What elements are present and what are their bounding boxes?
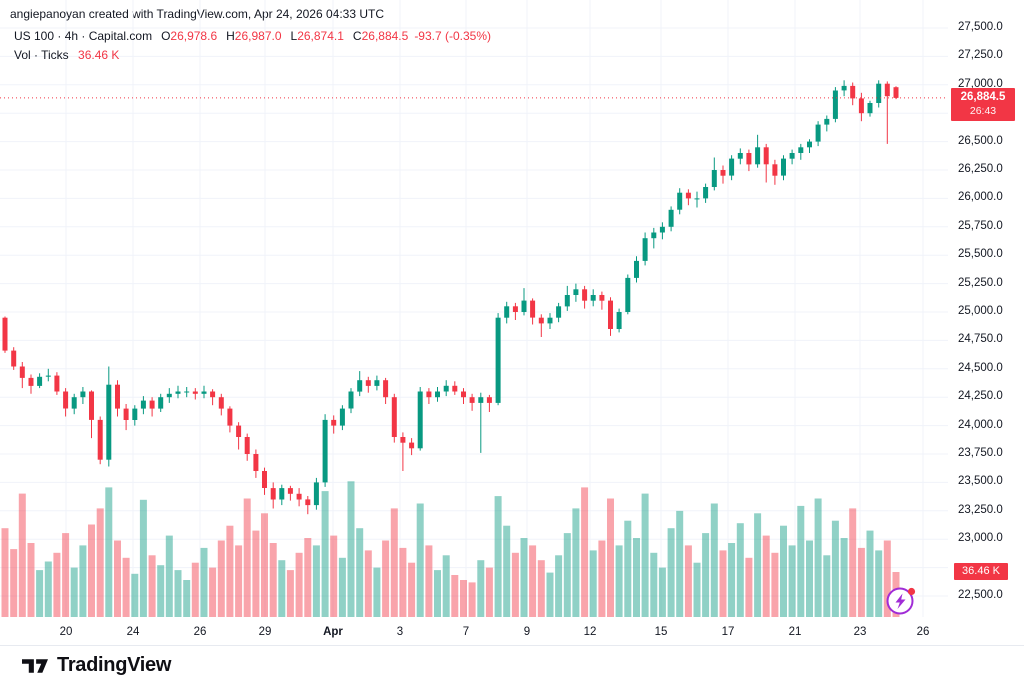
time-axis-label: 23 [853,626,867,638]
legend-row-volume: Vol · Ticks 36.46 K [14,46,491,65]
time-axis-label: 12 [583,626,597,638]
attribution-text: angiepanoyan created with TradingView.co… [10,7,385,21]
price-tick-label: 24,000.0 [958,418,1003,431]
volume-value-label: 36.46 K [954,563,1008,580]
high-value: 26,987.0 [234,29,282,43]
price-tick-label: 23,750.0 [958,447,1003,459]
high-label: H [226,29,235,43]
price-tick-label: 26,250.0 [958,163,1003,175]
tradingview-logo: TradingView [22,654,171,677]
price-tick-label: 26,500.0 [958,134,1003,147]
time-axis-label: 26 [916,626,930,638]
time-axis-label: 21 [788,626,802,638]
price-tick-label: 24,750.0 [958,333,1003,346]
price-tick-label: 26,000.0 [958,191,1003,204]
time-axis-label: 29 [258,626,272,638]
price-tick-label: 25,250.0 [958,276,1003,289]
open-value: 26,978.6 [170,29,218,43]
tradingview-logo-mark [22,658,48,673]
symbol-title[interactable]: US 100 · 4h · Capital.com [14,29,153,43]
symbol-legend: US 100 · 4h · Capital.com O26,978.6 H26,98… [14,27,491,65]
price-tick-label: 24,500.0 [958,361,1003,374]
price-tick-label: 22,500.0 [958,589,1003,601]
price-tick-label: 23,250.0 [958,503,1003,516]
candles [2,80,899,515]
chart-area[interactable]: US 100 · 4h · Capital.com O26,978.6 H26,98… [0,0,950,620]
lightning-icon [886,587,916,615]
price-tick-label: 23,500.0 [958,475,1003,488]
time-axis-label: 24 [126,626,140,638]
price-tick-label: 25,750.0 [958,219,1003,232]
legend-row-main: US 100 · 4h · Capital.com O26,978.6 H26,98… [14,27,491,46]
close-label: C [352,29,362,43]
price-tick-label: 24,250.0 [958,390,1003,403]
price-tick-label: 25,500.0 [958,248,1003,261]
price-tick-label: 27,000.0 [958,77,1003,90]
volume-bars [1,481,900,617]
time-axis-label: 9 [523,626,531,638]
volume-current-value: 36.46 K [78,48,120,62]
low-label: L [290,29,298,43]
price-tick-label: 27,500.0 [958,21,1003,33]
instant-trading-badge[interactable] [884,583,918,617]
close-value: 26,884.5 [361,29,409,43]
grid-lines [0,0,948,617]
time-axis-label: 17 [721,626,735,638]
time-axis-label: 3 [396,626,404,638]
countdown-timer: 26:43 [969,104,997,117]
tradingview-logo-text: TradingView [57,654,172,676]
open-label: O [161,29,171,43]
price-tick-label: 23,000.0 [958,532,1003,545]
volume-study-title[interactable]: Vol · Ticks [14,48,69,62]
change-value: -93.7 (-0.35%) [414,29,492,43]
price-tick-label: 27,250.0 [958,49,1003,62]
time-axis[interactable]: 20 24 26 29 Apr 3 7 9 12 15 17 21 23 26 [0,620,1024,646]
low-value: 26,874.1 [297,29,344,43]
current-price-label: 26,884.5 26:43 [951,87,1015,121]
time-axis-label: 20 [59,626,73,638]
price-tick-label: 25,000.0 [958,305,1003,317]
time-axis-label: 15 [654,626,668,638]
footer: TradingView [0,647,1024,699]
candlestick-chart[interactable] [0,0,950,620]
time-axis-label: Apr [323,626,343,638]
time-axis-label: 7 [462,626,470,638]
time-axis-label: 26 [193,626,207,638]
price-axis[interactable]: 27,500.0 27,250.0 27,000.0 26,500.0 26,250.0… [950,0,1024,620]
notification-dot [907,587,916,596]
current-price-value: 26,884.5 [960,90,1006,103]
